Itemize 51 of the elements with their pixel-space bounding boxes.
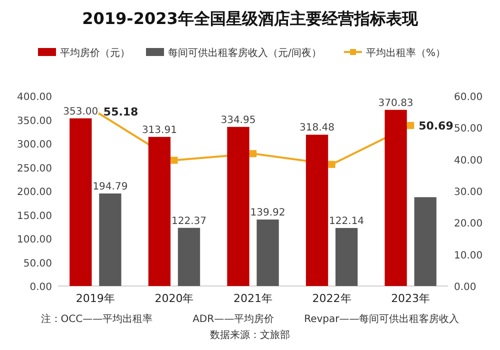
y-tick-label: 350.00 (17, 116, 52, 127)
chart-title: 2019-2023年全国星级酒店主要经营指标表现 (82, 9, 419, 28)
data-label: 334.95 (220, 114, 256, 126)
legend-label: 平均出租率（%） (366, 47, 446, 59)
legend-label: 平均房价（元） (60, 47, 130, 59)
x-tick-label: 2020年 (154, 292, 194, 305)
bar (384, 110, 407, 286)
data-label: 313.91 (142, 124, 177, 136)
bar (335, 228, 358, 286)
bar (70, 118, 92, 286)
point (407, 122, 414, 130)
x-tick-label: 2021年 (234, 292, 272, 305)
y-tick-label: 400.00 (17, 92, 52, 103)
y-tick-label: 0.00 (30, 282, 52, 293)
data-label: 55.18 (103, 105, 138, 118)
y-tick-label: 50.00 (23, 258, 52, 270)
x-tick-label: 2023年 (391, 292, 430, 305)
data-label: 139.92 (250, 208, 286, 219)
y2-tick-label: 60.00 (454, 92, 483, 103)
y2-tick-label: 20.00 (454, 218, 483, 230)
y-tick-label: 150.00 (17, 210, 52, 222)
bar (99, 193, 122, 286)
data-label: 370.83 (378, 98, 414, 109)
point (170, 156, 178, 164)
y-tick-label: 300.00 (17, 140, 52, 150)
point (328, 160, 336, 168)
y2-tick-label: 50.00 (454, 124, 483, 135)
y2-tick-label: 40.00 (454, 155, 483, 166)
bar (227, 126, 250, 286)
source-note: 数据来源：文旅部 (210, 329, 290, 341)
y-tick-label: 100.00 (17, 234, 52, 246)
bar (178, 228, 200, 286)
bar (306, 134, 328, 286)
y-tick-label: 200.00 (17, 187, 52, 198)
bar (148, 136, 171, 286)
y2-tick-label: 0.00 (454, 282, 476, 293)
legend-label: 每间可供出租客房收入（元/间夜） (168, 47, 322, 59)
y2-tick-label: 10.00 (454, 250, 483, 262)
y-tick-label: 250.00 (17, 163, 52, 174)
data-label: 318.48 (300, 122, 335, 134)
data-label: 122.14 (329, 216, 364, 227)
data-label: 50.69 (418, 119, 454, 132)
bar (414, 197, 436, 286)
point (249, 150, 257, 158)
data-label: 194.79 (92, 181, 128, 192)
text: 注：OCC——平均出租率 ADR——平均房价 Revpar——每间可供出租客房收入 (40, 313, 460, 325)
bar (256, 220, 279, 286)
x-tick-label: 2022年 (312, 292, 352, 305)
y2-tick-label: 30.00 (454, 187, 483, 198)
x-tick-label: 2019年 (76, 292, 115, 305)
data-label: 122.37 (171, 216, 206, 227)
